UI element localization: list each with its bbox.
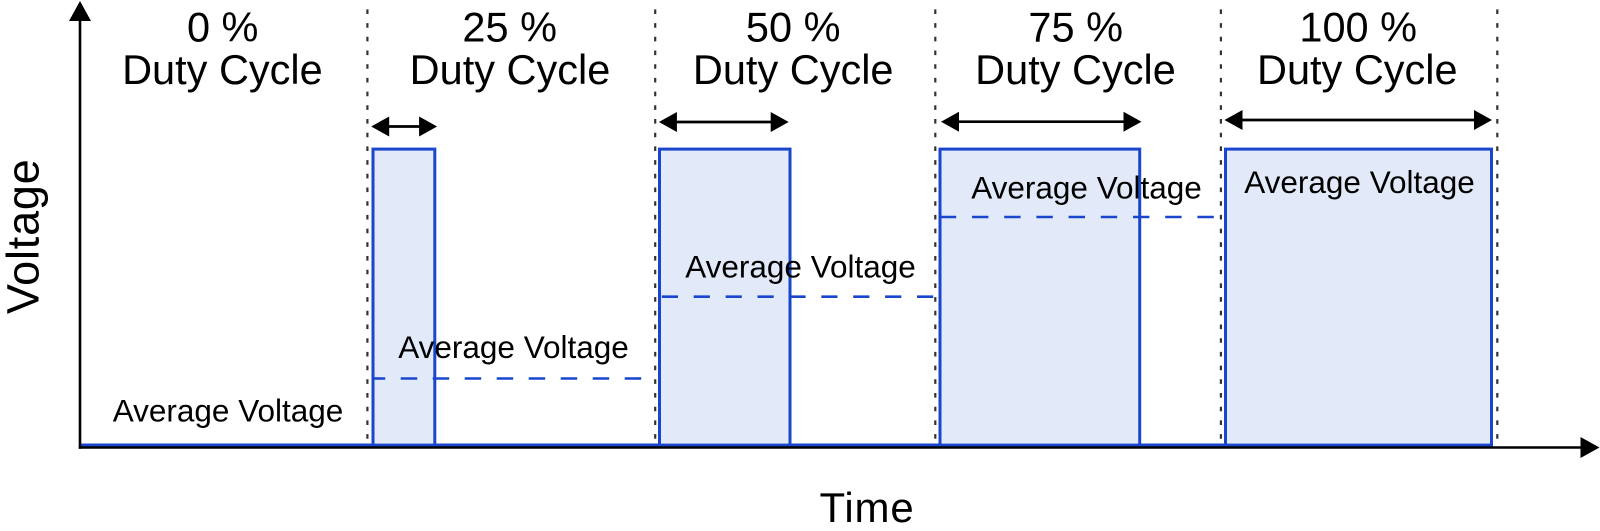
svg-text:Duty Cycle: Duty Cycle bbox=[410, 46, 611, 93]
svg-text:100 %: 100 % bbox=[1299, 3, 1417, 50]
svg-text:Duty Cycle: Duty Cycle bbox=[693, 46, 894, 93]
svg-text:Voltage: Voltage bbox=[0, 158, 49, 314]
svg-text:75 %: 75 % bbox=[1028, 3, 1123, 50]
svg-text:Average Voltage: Average Voltage bbox=[398, 329, 629, 365]
svg-text:Duty Cycle: Duty Cycle bbox=[1257, 46, 1458, 93]
svg-text:Average Voltage: Average Voltage bbox=[685, 248, 916, 284]
svg-text:50 %: 50 % bbox=[746, 3, 841, 50]
svg-text:Average Voltage: Average Voltage bbox=[971, 170, 1202, 206]
svg-text:25 %: 25 % bbox=[462, 3, 557, 50]
svg-text:Time: Time bbox=[820, 484, 915, 531]
svg-text:Duty Cycle: Duty Cycle bbox=[975, 46, 1176, 93]
svg-text:0 %: 0 % bbox=[187, 3, 259, 50]
svg-text:Average Voltage: Average Voltage bbox=[113, 392, 344, 428]
svg-text:Average Voltage: Average Voltage bbox=[1244, 164, 1475, 200]
svg-text:Duty Cycle: Duty Cycle bbox=[122, 46, 323, 93]
